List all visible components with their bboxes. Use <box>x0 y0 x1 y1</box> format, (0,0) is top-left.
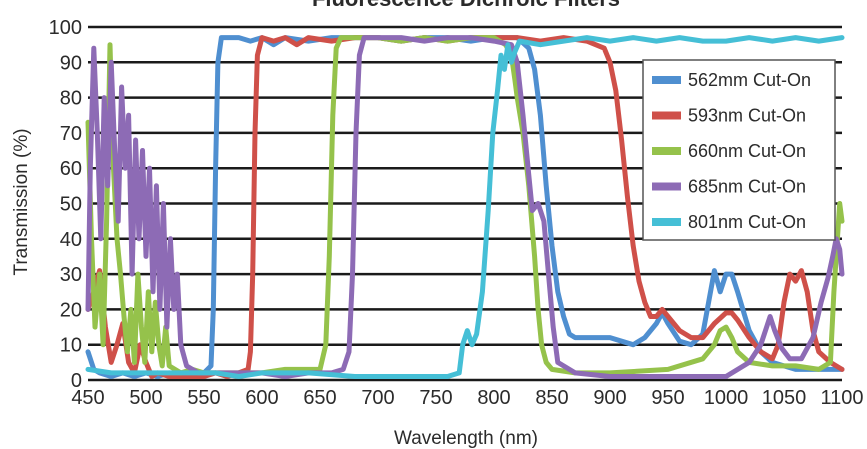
x-tick-label: 1050 <box>762 387 807 409</box>
legend-label: 562mm Cut-On <box>688 70 811 90</box>
y-tick-label: 0 <box>71 370 82 392</box>
chart-title: Fluorescence Dichroic Filters <box>312 0 620 11</box>
legend-label: 593nm Cut-On <box>688 106 806 126</box>
x-axis-title: Wavelength (nm) <box>394 428 538 449</box>
y-tick-label: 70 <box>60 123 82 145</box>
series-line-3 <box>85 35 845 376</box>
y-tick-label: 60 <box>60 158 82 180</box>
y-tick-label: 10 <box>60 335 82 357</box>
y-tick-label: 30 <box>60 264 82 286</box>
x-tick-label: 500 <box>129 387 162 409</box>
x-tick-label: 750 <box>419 387 452 409</box>
x-tick-label: 1100 <box>820 387 863 409</box>
y-tick-label: 80 <box>60 88 82 110</box>
x-tick-label: 550 <box>187 387 220 409</box>
x-tick-label: 650 <box>303 387 336 409</box>
x-tick-label: 850 <box>535 387 568 409</box>
series-lines <box>85 35 845 379</box>
x-tick-label: 450 <box>71 387 104 409</box>
legend-label: 801nm Cut-On <box>688 212 806 232</box>
x-tick-label: 900 <box>593 387 626 409</box>
x-tick-label: 950 <box>651 387 684 409</box>
x-tick-label: 700 <box>361 387 394 409</box>
y-tick-label: 40 <box>60 229 82 251</box>
y-tick-label: 100 <box>49 17 82 39</box>
y-tick-label: 90 <box>60 52 82 74</box>
y-tick-labels: 0 10 20 30 40 50 60 70 80 90 100 <box>49 17 82 392</box>
legend-label: 660nm Cut-On <box>688 141 806 161</box>
x-tick-labels: 450 500 550 600 650 700 750 800 850 900 950 1000 105… <box>71 387 863 409</box>
legend: 562mm Cut-On 593nm Cut-On 660nm Cut-On 685n… <box>642 59 836 241</box>
x-tick-label: 600 <box>245 387 278 409</box>
legend-label: 685nm Cut-On <box>688 177 806 197</box>
y-axis-title: Transmission (%) <box>11 128 32 275</box>
x-tick-label: 1000 <box>704 387 749 409</box>
series-line-4 <box>85 35 845 379</box>
series-line-5 <box>85 35 845 379</box>
y-tick-label: 50 <box>60 194 82 216</box>
y-tick-label: 20 <box>60 299 82 321</box>
x-tick-label: 800 <box>477 387 510 409</box>
